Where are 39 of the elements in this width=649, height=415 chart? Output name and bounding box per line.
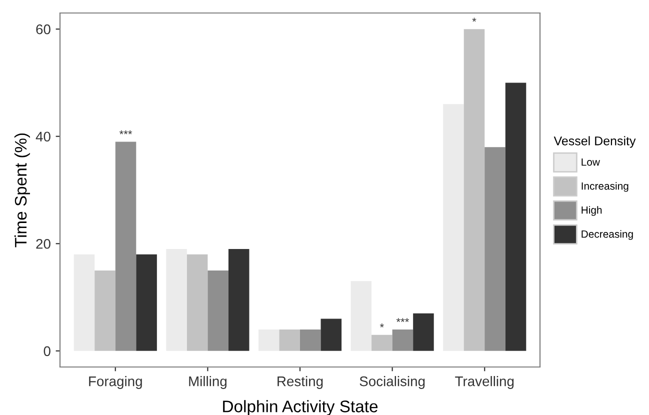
annotation: *** <box>396 318 410 322</box>
bar <box>372 334 392 351</box>
bar <box>208 270 228 351</box>
y-axis-title: Time Spent (%) <box>14 133 30 248</box>
annotation: * <box>380 323 384 328</box>
annotation: * <box>472 18 476 22</box>
bar <box>115 142 136 351</box>
x-tick-label: Milling <box>189 376 226 389</box>
legend-title: Vessel Density <box>554 136 636 148</box>
y-tick-label: 0 <box>44 346 50 356</box>
x-tick-label: Foraging <box>89 376 142 389</box>
bar <box>505 82 526 351</box>
bar <box>443 104 464 351</box>
annotation: *** <box>119 130 132 134</box>
bar <box>392 329 414 351</box>
y-tick-label: 60 <box>36 24 50 34</box>
x-tick-label: Resting <box>278 376 323 389</box>
bar <box>136 254 157 351</box>
bar <box>300 329 321 351</box>
bar <box>186 254 208 351</box>
legend-label: Increasing <box>582 182 628 192</box>
bar <box>74 254 95 351</box>
bar <box>279 329 300 351</box>
bar <box>320 318 342 351</box>
legend-label: Low <box>582 158 600 166</box>
bar <box>413 313 434 351</box>
legend-label: Decreasing <box>582 230 633 240</box>
bar <box>484 147 506 351</box>
bar <box>350 281 372 351</box>
bar <box>94 270 116 351</box>
x-tick-label: Travelling <box>455 376 514 389</box>
x-tick-label: Socialising <box>360 376 425 389</box>
legend-label: High <box>582 206 602 216</box>
bar <box>464 29 485 351</box>
y-tick-label: 20 <box>36 238 50 249</box>
bar <box>258 329 280 351</box>
bar <box>228 249 250 351</box>
y-tick-label: 40 <box>36 132 50 142</box>
bar <box>166 249 187 351</box>
